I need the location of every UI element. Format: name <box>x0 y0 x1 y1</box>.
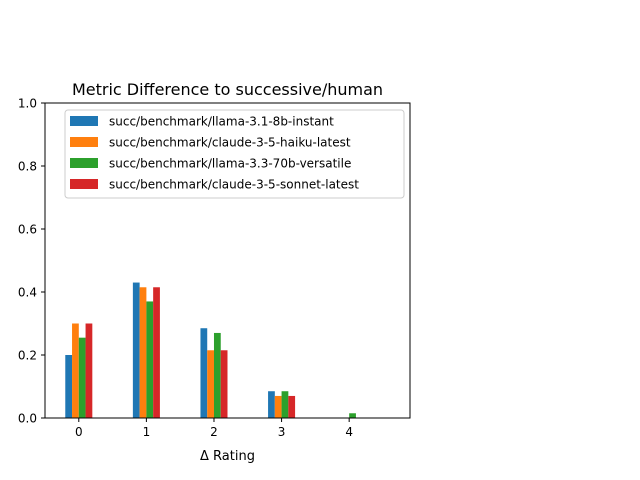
bar <box>200 328 208 418</box>
chart-title: Metric Difference to successive/human <box>72 80 383 99</box>
y-axis-ticks: 0.0 0.2 0.4 0.6 0.8 1.0 <box>18 97 45 426</box>
bar <box>146 301 154 418</box>
bar <box>139 287 147 418</box>
legend-swatch <box>70 179 98 189</box>
bar <box>153 287 160 418</box>
bar <box>72 323 79 418</box>
legend-box <box>64 109 405 199</box>
bar <box>268 391 275 418</box>
bar <box>288 395 296 418</box>
y-tick-label: 0.8 <box>18 160 37 174</box>
bar <box>65 355 73 418</box>
bar <box>207 350 214 418</box>
x-tick-label: 1 <box>143 425 151 439</box>
legend-swatch <box>70 158 98 168</box>
bar <box>213 332 221 418</box>
x-tick-label: 4 <box>345 425 353 439</box>
y-tick-label: 0.6 <box>18 223 37 237</box>
bar <box>85 323 93 418</box>
bar <box>281 391 289 418</box>
bar <box>132 282 140 418</box>
bar <box>78 337 86 418</box>
bars-layer <box>65 282 356 418</box>
y-tick-label: 0.4 <box>18 286 37 300</box>
plot-frame <box>44 102 411 419</box>
bar <box>220 350 228 418</box>
bar <box>274 395 282 418</box>
x-tick-label: 3 <box>278 425 286 439</box>
legend: succ/benchmark/llama-3.1-8b-instant succ/… <box>64 109 405 199</box>
x-tick-label: 2 <box>210 425 218 439</box>
legend-swatch <box>70 116 98 126</box>
legend-label: succ/benchmark/llama-3.1-8b-instant <box>109 115 334 129</box>
legend-swatch <box>70 137 98 147</box>
y-tick-label: 0.2 <box>18 349 37 363</box>
y-tick-label: 1.0 <box>18 97 37 111</box>
x-axis-label: Δ Rating <box>200 449 255 464</box>
legend-label: succ/benchmark/llama-3.3-70b-versatile <box>109 157 351 171</box>
x-tick-label: 0 <box>75 425 83 439</box>
bar <box>349 413 356 418</box>
legend-label: succ/benchmark/claude-3-5-sonnet-latest <box>109 178 359 192</box>
legend-label: succ/benchmark/claude-3-5-haiku-latest <box>109 136 351 150</box>
x-axis-ticks: 0 1 2 3 4 <box>75 418 353 439</box>
y-tick-label: 0.0 <box>18 412 37 426</box>
